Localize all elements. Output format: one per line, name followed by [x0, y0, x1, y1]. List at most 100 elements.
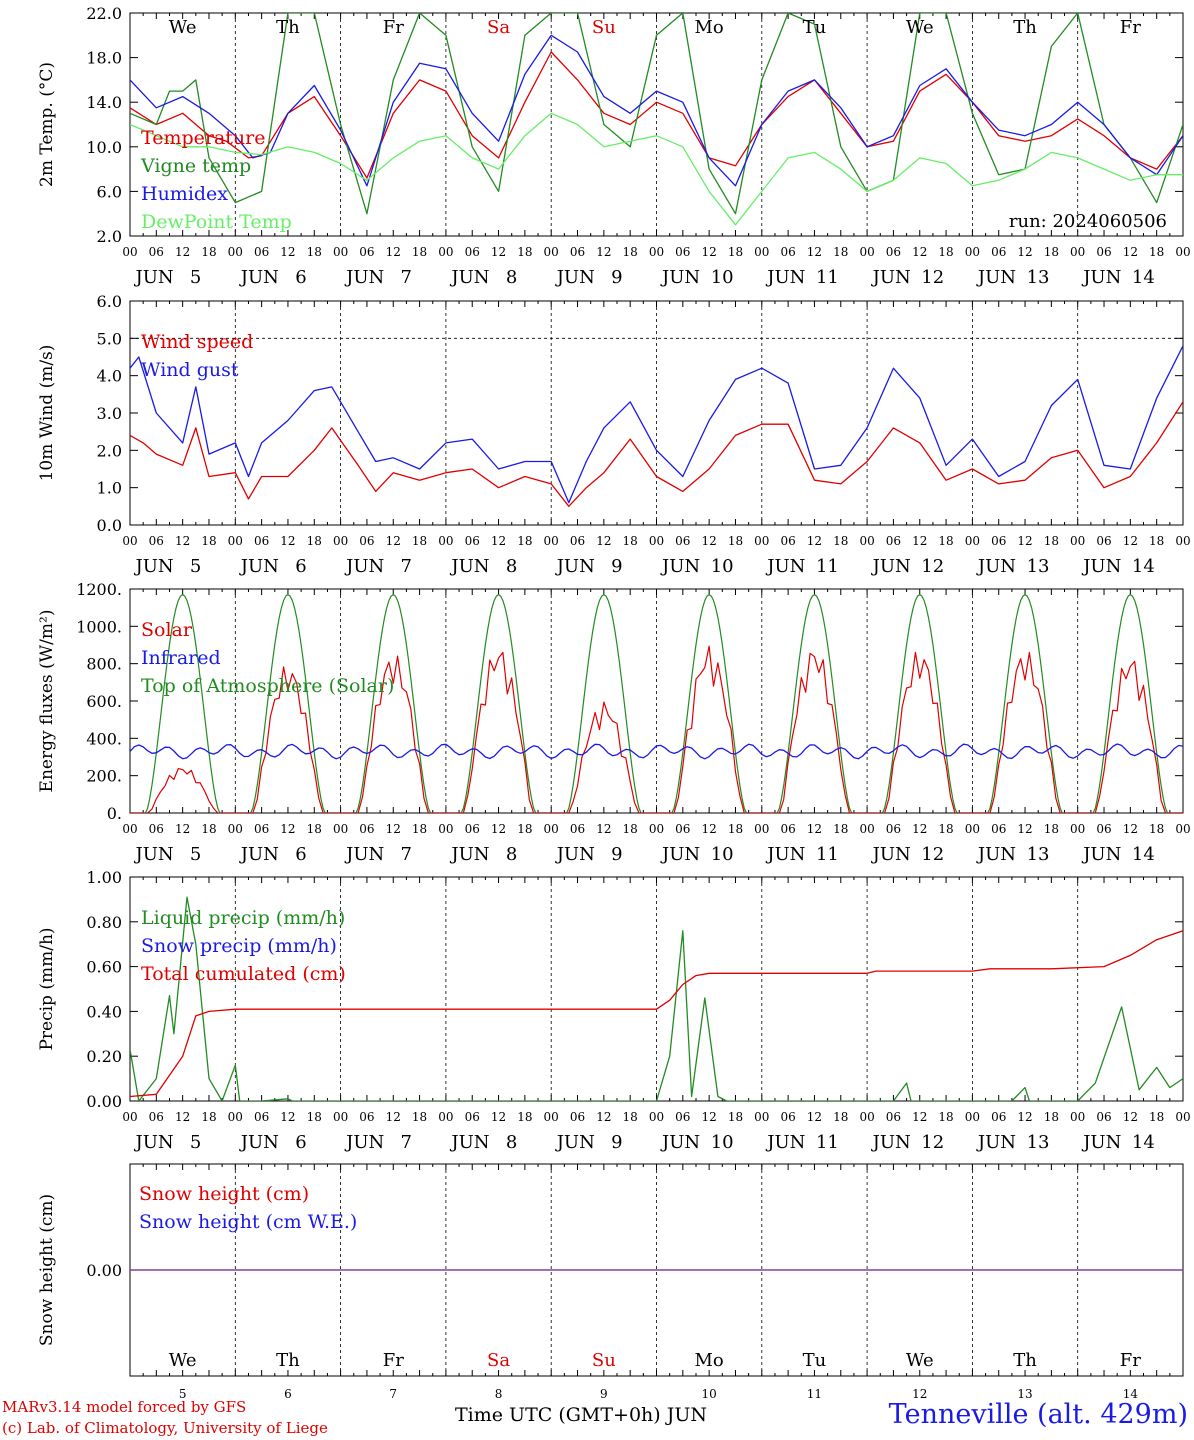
panel-1-hour-tick-label: 06 [570, 245, 585, 259]
panel-4-day-label: 14 [1132, 1132, 1155, 1153]
panel-1-hour-tick-label: 12 [175, 245, 190, 259]
model-credit-line: MARv3.14 model forced by GFS [2, 1398, 247, 1416]
panel-4-hour-tick-label: 06 [149, 1110, 164, 1124]
panel-2-hour-tick-label: 18 [728, 534, 743, 548]
panel-2-month-label: JUN [555, 556, 595, 577]
panel-2-hour-tick-label: 00 [333, 534, 348, 548]
panel-2-month-label: JUN [1081, 556, 1121, 577]
panel-3-hour-tick-label: 06 [465, 822, 480, 836]
panel-1-weekday-label: Fr [383, 17, 404, 38]
panel-3-month-label: JUN [344, 844, 384, 865]
panel-3-month-label: JUN [765, 844, 805, 865]
panel-5-weekday-label: We [906, 1350, 934, 1371]
panel-4-hour-tick-label: 18 [1044, 1110, 1059, 1124]
panel-4-day-label: 12 [921, 1132, 944, 1153]
panel-4-legend-2: Snow precip (mm/h) [141, 935, 337, 957]
panel-3-y-tick-label: 1200. [76, 580, 122, 599]
panel-1-hour-tick-label: 00 [1070, 245, 1085, 259]
panel-1-hour-tick-label: 00 [754, 245, 769, 259]
panel-3-hour-tick-label: 06 [570, 822, 585, 836]
panel-4-y-tick-label: 0.80 [86, 913, 122, 932]
panel-4-hour-tick-label: 12 [912, 1110, 927, 1124]
panel-1-weekday-label: Th [1013, 17, 1037, 38]
panel-3-day-label: 12 [921, 844, 944, 865]
panel-2-hour-tick-label: 12 [596, 534, 611, 548]
panel-1-hour-tick-label: 06 [254, 245, 269, 259]
panel-4-hour-tick-label: 12 [386, 1110, 401, 1124]
panel-2-hour-tick-label: 12 [702, 534, 717, 548]
panel-3-hour-tick-label: 06 [359, 822, 374, 836]
panel-4-hour-tick-label: 06 [886, 1110, 901, 1124]
panel-3-hour-tick-label: 00 [544, 822, 559, 836]
panel-4-day-label: 11 [816, 1132, 839, 1153]
panel-2-day-label: 11 [816, 556, 839, 577]
panel-3-month-label: JUN [449, 844, 489, 865]
panel-3-hour-tick-label: 18 [412, 822, 427, 836]
panel-5-day-number: 9 [600, 1387, 608, 1401]
panel-4-hour-tick-label: 12 [280, 1110, 295, 1124]
panel-1-hour-tick-label: 18 [833, 245, 848, 259]
panel-1-hour-tick-label: 00 [333, 245, 348, 259]
panel-3-hour-tick-label: 06 [675, 822, 690, 836]
panel-4-hour-tick-label: 12 [702, 1110, 717, 1124]
panel-5-weekday-label: Mo [695, 1350, 724, 1371]
panel-2-y-tick-label: 2.0 [97, 441, 122, 460]
panel-2-hour-tick-label: 12 [807, 534, 822, 548]
panel-2-hour-tick-label: 00 [1175, 534, 1190, 548]
lab-credit-line: (c) Lab. of Climatology, University of L… [2, 1419, 328, 1437]
run-label: run: 2024060506 [1009, 211, 1167, 232]
panel-4-hour-tick-label: 06 [254, 1110, 269, 1124]
panel-3-hour-tick-label: 18 [623, 822, 638, 836]
panel-5-legend-2: Snow height (cm W.E.) [139, 1211, 357, 1233]
panel-1-series-line [130, 34, 1183, 187]
panel-1-month-label: JUN [976, 267, 1016, 288]
panel-2-day-label: 8 [506, 556, 517, 577]
panel-3-infrared-line [130, 743, 1183, 760]
panel-2-day-label: 6 [295, 556, 306, 577]
panel-4-month-label: JUN [344, 1132, 384, 1153]
panel-3-hour-tick-label: 12 [596, 822, 611, 836]
panel-2-hour-tick-label: 18 [938, 534, 953, 548]
panel-3-legend-3: Top of Atmosphere (Solar) [141, 675, 394, 697]
panel-3-hour-tick-label: 00 [965, 822, 980, 836]
panel-1-hour-tick-label: 06 [991, 245, 1006, 259]
panel-3-day-label: 5 [190, 844, 201, 865]
panel-2-hour-tick-label: 06 [570, 534, 585, 548]
panel-1-hour-tick-label: 18 [1044, 245, 1059, 259]
panel-1-day-label: 9 [611, 267, 622, 288]
panel-3-day-label: 7 [401, 844, 412, 865]
panel-3-hour-tick-label: 06 [254, 822, 269, 836]
panel-5-legend-1: Snow height (cm) [139, 1183, 309, 1205]
panel-2-hour-tick-label: 18 [412, 534, 427, 548]
panel-1-hour-tick-label: 18 [201, 245, 216, 259]
panel-1-y-tick-label: 2.0 [97, 227, 122, 246]
panel-3-hour-tick-label: 00 [754, 822, 769, 836]
panel-2-hour-tick-label: 06 [465, 534, 480, 548]
panel-3-hour-tick-label: 18 [201, 822, 216, 836]
panel-3-month-label: JUN [555, 844, 595, 865]
panel-2-month-label: JUN [239, 556, 279, 577]
panel-1-hour-tick-label: 00 [1175, 245, 1190, 259]
panel-3-hour-tick-label: 18 [1044, 822, 1059, 836]
panel-2-hour-tick-label: 12 [1123, 534, 1138, 548]
panel-5-day-number: 13 [1017, 1387, 1032, 1401]
panel-4-hour-tick-label: 12 [596, 1110, 611, 1124]
panel-4-hour-tick-label: 00 [122, 1110, 137, 1124]
panel-1-hour-tick-label: 18 [728, 245, 743, 259]
panel-1-y-tick-label: 14.0 [86, 93, 122, 112]
panel-2-hour-tick-label: 00 [228, 534, 243, 548]
panel-4-hour-tick-label: 18 [307, 1110, 322, 1124]
panel-2-hour-tick-label: 06 [1096, 534, 1111, 548]
panel-4-hour-tick-label: 00 [965, 1110, 980, 1124]
panel-4-hour-tick-label: 00 [859, 1110, 874, 1124]
panel-4-month-label: JUN [449, 1132, 489, 1153]
panel-1-month-label: JUN [344, 267, 384, 288]
panel-1-series-line [130, 51, 1183, 179]
panel-2-day-label: 12 [921, 556, 944, 577]
panel-3-month-label: JUN [871, 844, 911, 865]
panel-2-hour-tick-label: 18 [307, 534, 322, 548]
panel-3-hour-tick-label: 12 [1017, 822, 1032, 836]
panel-4-hour-tick-label: 06 [1096, 1110, 1111, 1124]
panel-1-hour-tick-label: 06 [1096, 245, 1111, 259]
panel-1-month-label: JUN [449, 267, 489, 288]
